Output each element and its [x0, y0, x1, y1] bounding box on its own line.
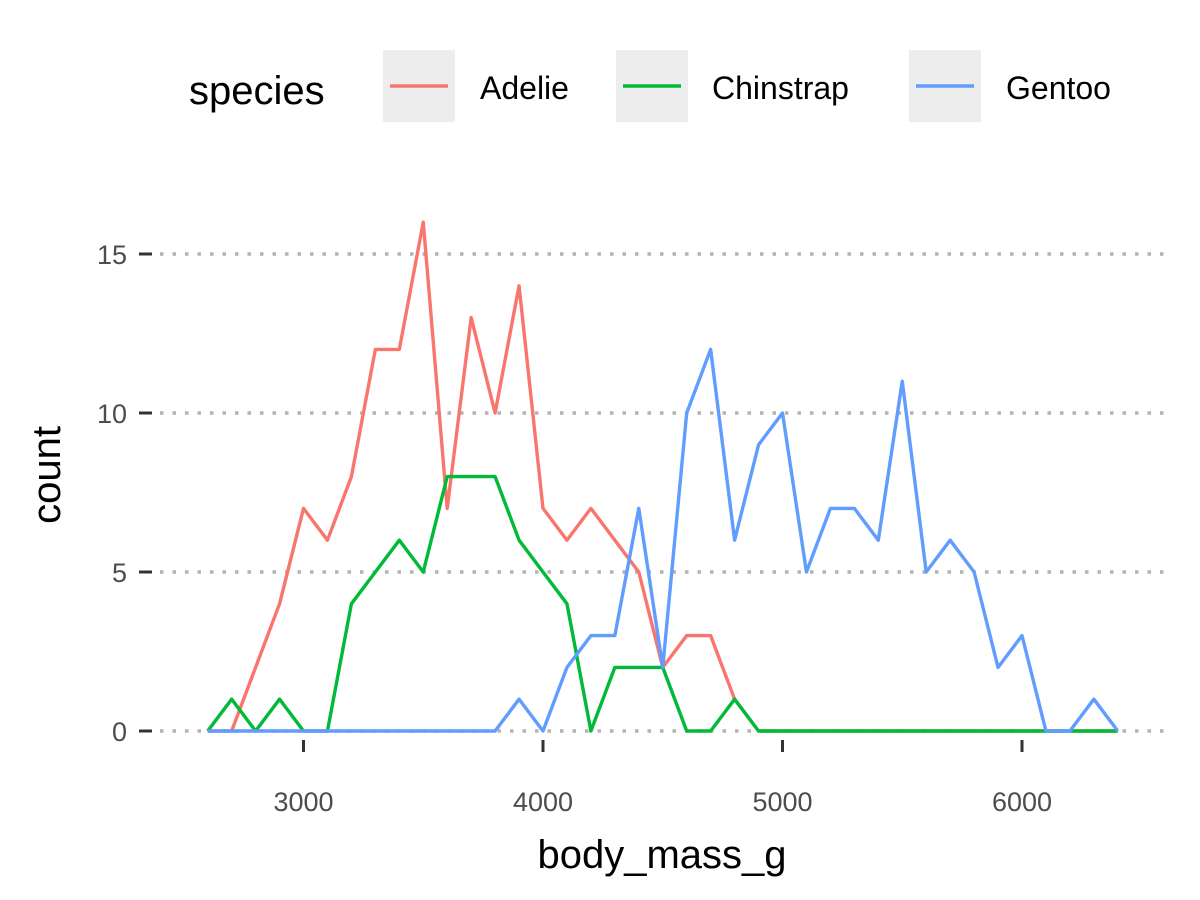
- y-tick-label: 10: [97, 399, 127, 429]
- x-tick-label: 4000: [513, 787, 573, 817]
- x-axis-title: body_mass_g: [537, 833, 786, 877]
- x-tick-label: 6000: [992, 787, 1052, 817]
- axes: 0 5 10 15 3000 4000 5000 6000: [97, 240, 1052, 817]
- x-tick-label: 5000: [752, 787, 812, 817]
- plot-series: [206, 220, 1120, 733]
- legend-title: species: [189, 69, 325, 113]
- legend: species Adelie Chinstrap Gentoo: [189, 50, 1111, 122]
- series-line-gentoo: [207, 347, 1120, 733]
- legend-label: Chinstrap: [712, 70, 849, 106]
- legend-item-adelie: Adelie: [383, 50, 569, 122]
- legend-item-gentoo: Gentoo: [909, 50, 1111, 122]
- legend-item-chinstrap: Chinstrap: [616, 50, 849, 122]
- x-tick-label: 3000: [273, 787, 333, 817]
- y-tick-label: 0: [112, 717, 127, 747]
- legend-label: Adelie: [480, 70, 569, 106]
- y-tick-label: 5: [112, 558, 127, 588]
- legend-label: Gentoo: [1006, 70, 1111, 106]
- y-axis-title: count: [25, 426, 69, 524]
- y-tick-label: 15: [97, 240, 127, 270]
